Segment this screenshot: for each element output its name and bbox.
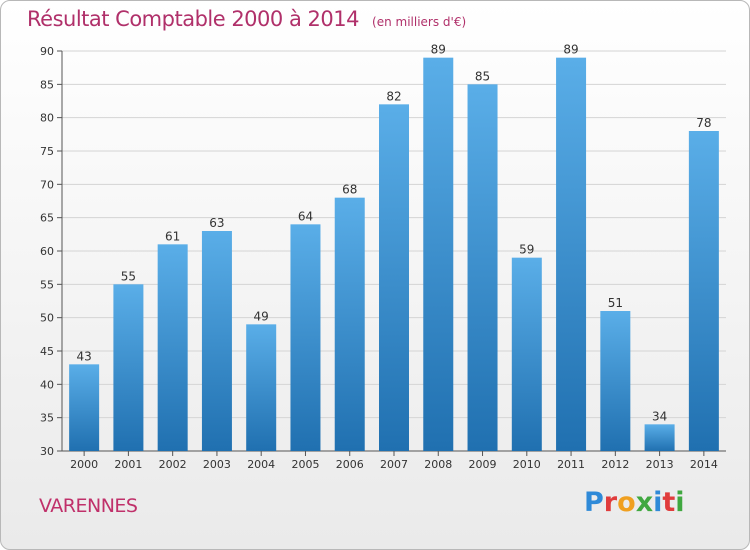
proxiti-logo: Proxiti xyxy=(584,487,685,518)
y-tick-label: 90 xyxy=(40,45,54,58)
bar-2013 xyxy=(644,424,675,451)
data-label-2006: 68 xyxy=(342,183,357,197)
chart-title: Résultat Comptable 2000 à 2014 xyxy=(27,7,359,31)
bar-2011 xyxy=(556,57,587,452)
data-label-2003: 63 xyxy=(209,216,224,230)
x-tick-label-2012: 2012 xyxy=(601,458,629,471)
bar-2008 xyxy=(423,57,454,452)
y-tick-label: 80 xyxy=(40,112,54,125)
bar-2004 xyxy=(246,324,277,451)
bar-2005 xyxy=(290,224,321,451)
data-label-2010: 59 xyxy=(519,243,534,257)
data-label-2012: 51 xyxy=(608,296,623,310)
data-label-2013: 34 xyxy=(652,409,667,423)
data-label-2008: 89 xyxy=(431,43,446,57)
x-tick-label-2010: 2010 xyxy=(513,458,541,471)
x-tick-label-2005: 2005 xyxy=(291,458,319,471)
x-tick-label-2000: 2000 xyxy=(70,458,98,471)
data-label-2014: 78 xyxy=(696,116,711,130)
data-label-2000: 43 xyxy=(76,349,91,363)
x-tick-label-2002: 2002 xyxy=(159,458,187,471)
commune-name: VARENNES xyxy=(39,495,138,517)
x-tick-label-2004: 2004 xyxy=(247,458,275,471)
bar-2010 xyxy=(511,257,542,451)
logo-letter: i xyxy=(653,487,663,518)
chart-subtitle: (en milliers d'€) xyxy=(372,15,467,29)
x-tick-label-2001: 2001 xyxy=(114,458,142,471)
logo-letter: t xyxy=(662,487,676,518)
y-tick-label: 45 xyxy=(40,345,54,358)
x-tick-label-2003: 2003 xyxy=(203,458,231,471)
bar-2003 xyxy=(201,231,232,451)
y-tick-label: 55 xyxy=(40,278,54,291)
logo-letter: r xyxy=(603,487,618,518)
x-tick-label-2013: 2013 xyxy=(646,458,674,471)
x-tick-label-2011: 2011 xyxy=(557,458,585,471)
y-tick-label: 35 xyxy=(40,412,54,425)
y-tick-label: 40 xyxy=(40,378,54,391)
logo-letter: i xyxy=(675,487,685,518)
bar-2001 xyxy=(113,284,144,451)
bar-2002 xyxy=(157,244,188,451)
x-tick-label-2008: 2008 xyxy=(424,458,452,471)
data-label-2007: 82 xyxy=(386,89,401,103)
data-label-2004: 49 xyxy=(254,309,269,323)
x-tick-label-2006: 2006 xyxy=(336,458,364,471)
bar-2014 xyxy=(688,131,719,451)
bar-2007 xyxy=(379,104,409,451)
y-tick-label: 50 xyxy=(40,312,54,325)
bar-2009 xyxy=(467,84,498,451)
y-tick-label: 70 xyxy=(40,178,54,191)
x-tick-label-2009: 2009 xyxy=(469,458,497,471)
bar-2012 xyxy=(600,311,631,451)
y-tick-label: 85 xyxy=(40,78,54,91)
data-label-2002: 61 xyxy=(165,229,180,243)
logo-letter: P xyxy=(584,487,604,518)
logo-letter: o xyxy=(617,487,636,518)
y-tick-label: 75 xyxy=(40,145,54,158)
data-label-2005: 64 xyxy=(298,209,313,223)
data-label-2009: 85 xyxy=(475,69,490,83)
bar-2006 xyxy=(334,197,365,451)
y-tick-label: 30 xyxy=(40,445,54,458)
logo-letter: x xyxy=(635,487,654,518)
x-tick-label-2007: 2007 xyxy=(380,458,408,471)
data-label-2011: 89 xyxy=(563,43,578,57)
chart-title-block: Résultat Comptable 2000 à 2014 (en milli… xyxy=(27,7,466,31)
y-tick-label: 65 xyxy=(40,212,54,225)
bar-2000 xyxy=(69,364,100,451)
x-tick-label-2014: 2014 xyxy=(690,458,718,471)
data-label-2001: 55 xyxy=(121,269,136,283)
y-tick-label: 60 xyxy=(40,245,54,258)
